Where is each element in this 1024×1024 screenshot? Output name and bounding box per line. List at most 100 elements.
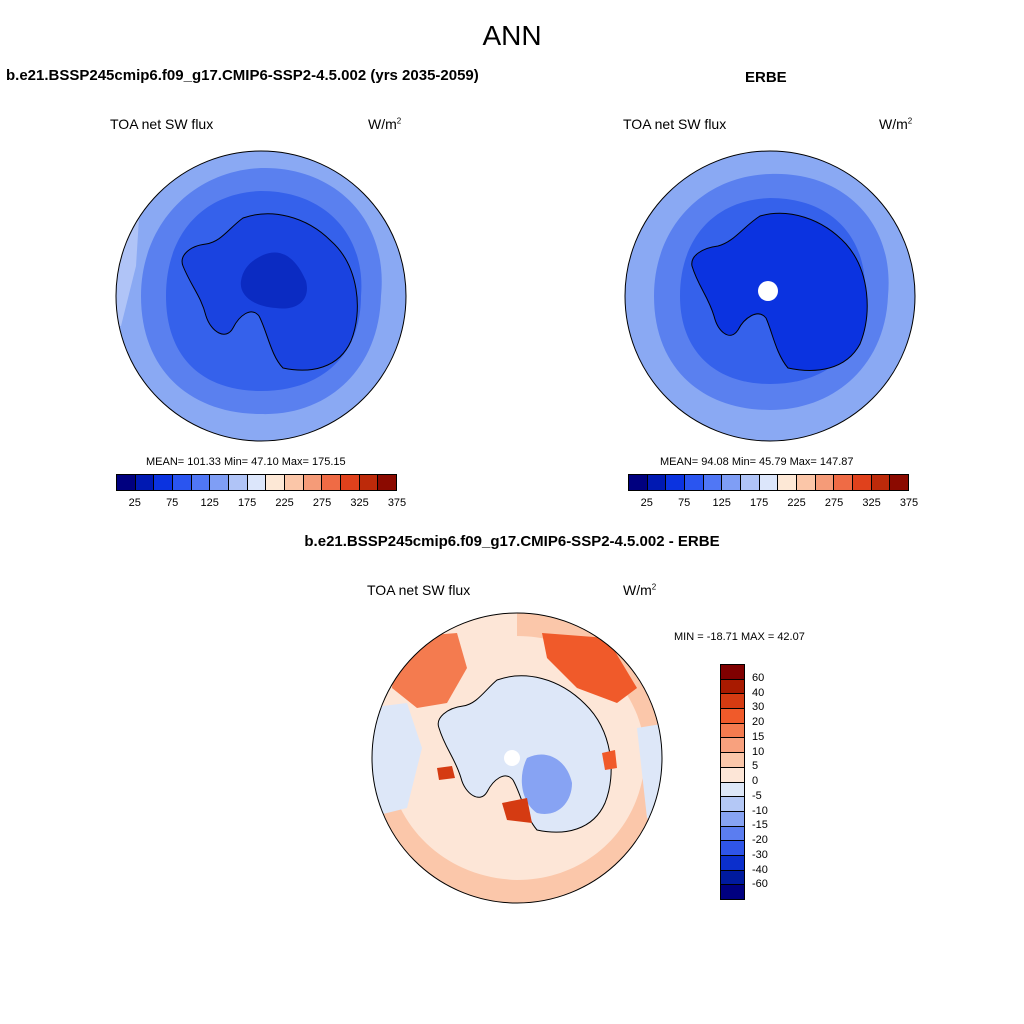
diff-colorbar-tick-label: 10 <box>752 745 765 758</box>
obs-stats: MEAN= 94.08 Min= 45.79 Max= 147.87 <box>660 456 854 468</box>
diff-coast-red-2 <box>502 798 532 823</box>
figure-title: ANN <box>482 20 542 51</box>
obs-colorbar-swatch <box>834 475 854 490</box>
diff-colorbar-tick-label: -40 <box>752 863 768 876</box>
model-colorbar-swatch <box>154 475 174 490</box>
obs-colorbar-swatch <box>759 475 779 490</box>
diff-colorbar-swatch <box>721 694 744 710</box>
obs-colorbar <box>628 474 909 491</box>
diff-panel-title: b.e21.BSSP245cmip6.f09_g17.CMIP6-SSP2-4.… <box>304 533 720 550</box>
diff-unit-label: W/m2 <box>623 582 657 598</box>
diff-colorbar-swatch <box>721 811 744 827</box>
diff-colorbar-swatch <box>721 885 744 899</box>
obs-colorbar-swatch <box>871 475 891 490</box>
diff-colorbar-tick-label: 30 <box>752 701 765 714</box>
diff-colorbar-swatch <box>721 738 744 754</box>
diff-colorbar-tick-label: -15 <box>752 819 768 832</box>
model-colorbar-tick-label: 75 <box>166 497 179 509</box>
diff-colorbar-swatch <box>721 767 744 783</box>
diff-colorbar-tick-label: -60 <box>752 878 768 891</box>
obs-colorbar-swatch <box>741 475 760 490</box>
model-colorbar-tick-label: 25 <box>128 497 141 509</box>
diff-pos-ne <box>542 633 637 703</box>
obs-colorbar-tick-label: 325 <box>862 497 881 509</box>
model-colorbar-tick-label: 275 <box>312 497 332 509</box>
diff-neg-west <box>372 703 422 818</box>
obs-colorbar-swatch <box>685 475 704 490</box>
diff-coast-red-1 <box>437 766 455 780</box>
diff-colorbar-swatch <box>721 841 744 856</box>
diff-colorbar-tick-label: -30 <box>752 848 768 861</box>
model-colorbar-swatch <box>247 475 267 490</box>
model-colorbar-tick-label: 375 <box>387 497 407 509</box>
obs-colorbar-swatch <box>647 475 667 490</box>
diff-colorbar-swatch <box>721 665 744 680</box>
diff-colorbar-swatch <box>721 679 744 695</box>
diff-colorbar-swatch <box>721 870 744 886</box>
diff-colorbar-swatch <box>721 797 744 812</box>
model-colorbar-swatch <box>173 475 192 490</box>
obs-colorbar-swatch <box>722 475 742 490</box>
model-stats: MEAN= 101.33 Min= 47.10 Max= 175.15 <box>146 456 346 468</box>
diff-colorbar-swatch <box>721 709 744 724</box>
diff-colorbar-swatch <box>721 826 744 842</box>
diff-coast-red-3 <box>602 750 617 770</box>
model-colorbar-swatch <box>117 475 136 490</box>
obs-colorbar-swatch <box>703 475 723 490</box>
diff-colorbar-tick-label: 5 <box>752 760 759 773</box>
model-colorbar-swatch <box>359 475 379 490</box>
diff-continent-neg <box>521 754 572 814</box>
model-colorbar-swatch <box>229 475 248 490</box>
diff-colorbar-tick-label: 60 <box>752 671 765 684</box>
obs-colorbar-tick-label: 125 <box>712 497 731 509</box>
obs-colorbar-swatch <box>666 475 686 490</box>
diff-colorbar-swatch <box>721 753 744 768</box>
obs-colorbar-tick-label: 275 <box>824 497 844 509</box>
model-colorbar-swatch <box>191 475 211 490</box>
diff-colorbar-swatch <box>721 782 744 798</box>
obs-colorbar-swatch <box>797 475 816 490</box>
diff-variable-label: TOA net SW flux <box>367 582 471 598</box>
model-colorbar-tick-label: 325 <box>350 497 369 509</box>
model-colorbar-swatch <box>135 475 155 490</box>
obs-colorbar-tick-label: 375 <box>899 497 919 509</box>
diff-stats: MIN = -18.71 MAX = 42.07 <box>674 631 805 643</box>
model-colorbar-swatch <box>378 475 397 490</box>
obs-unit-label: W/m2 <box>879 116 913 132</box>
model-panel-title: b.e21.BSSP245cmip6.f09_g17.CMIP6-SSP2-4.… <box>6 67 479 84</box>
obs-polar-map <box>624 150 916 442</box>
diff-colorbar-swatch <box>721 723 744 739</box>
obs-colorbar-swatch <box>815 475 835 490</box>
model-continent-core <box>240 252 307 309</box>
obs-colorbar-swatch <box>853 475 872 490</box>
model-variable-label: TOA net SW flux <box>110 116 214 132</box>
obs-colorbar-tick-label: 175 <box>749 497 769 509</box>
model-colorbar <box>116 474 397 491</box>
obs-variable-label: TOA net SW flux <box>623 116 727 132</box>
diff-colorbar-tick-label: 0 <box>752 775 759 787</box>
obs-colorbar-swatch <box>890 475 909 490</box>
obs-continent <box>691 212 868 371</box>
model-unit-label: W/m2 <box>368 116 402 132</box>
model-colorbar-swatch <box>322 475 342 490</box>
diff-colorbar-tick-label: 40 <box>752 686 765 699</box>
diff-colorbar-tick-label: 15 <box>752 730 765 743</box>
model-colorbar-tick-label: 175 <box>237 497 257 509</box>
model-colorbar-swatch <box>303 475 323 490</box>
diff-colorbar-swatch <box>721 855 744 871</box>
model-colorbar-swatch <box>266 475 286 490</box>
diff-polar-map <box>371 612 663 904</box>
model-colorbar-tick-label: 125 <box>200 497 219 509</box>
model-colorbar-swatch <box>285 475 304 490</box>
diff-colorbar-labels: 60 40 30 20 15 10 5 0 -5 -10 -15 -20 -30 -40 -60 <box>752 664 792 900</box>
obs-pole-hole <box>758 281 778 301</box>
model-colorbar-tick-label: 225 <box>275 497 294 509</box>
diff-colorbar-tick-label: -20 <box>752 834 768 846</box>
obs-colorbar-tick-label: 75 <box>678 497 691 509</box>
diff-colorbar-tick-label: -5 <box>752 789 762 802</box>
obs-colorbar-swatch <box>629 475 648 490</box>
diff-colorbar <box>720 664 745 900</box>
diff-colorbar-tick-label: 20 <box>752 716 765 728</box>
model-colorbar-swatch <box>341 475 360 490</box>
obs-colorbar-tick-label: 25 <box>640 497 653 509</box>
